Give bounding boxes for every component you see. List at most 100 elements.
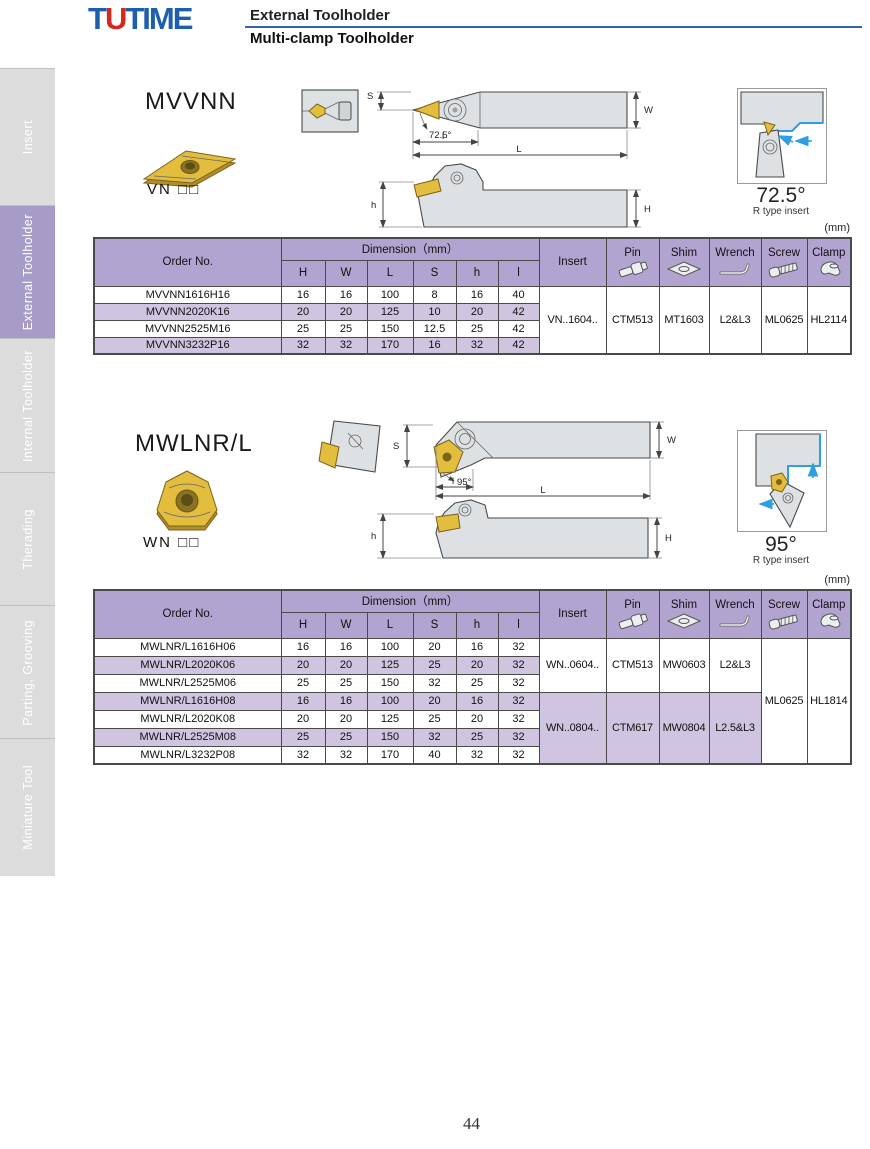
shim-icon: [666, 613, 702, 629]
dim-cell: 170: [366, 336, 414, 355]
dim-cell: 20: [324, 655, 368, 675]
col-header-W: W: [324, 611, 368, 639]
order-no-cell: MWLNR/L1616H08: [93, 691, 282, 711]
insert-shape-label-wn: WN □□: [143, 534, 201, 551]
dim-cell: 100: [366, 285, 414, 304]
sidebar-tab-parting-grooving[interactable]: Parting, Grooving: [0, 605, 55, 739]
clamp-icon: [820, 613, 841, 628]
dim-cell: 20: [280, 655, 326, 675]
dim-cell: 25: [280, 727, 326, 747]
dim-cell: 25: [412, 655, 457, 675]
dim-cell: 20: [280, 302, 326, 321]
workpiece: [740, 91, 824, 132]
dim-label-l-small: l: [452, 476, 454, 487]
sidebar-tab-label: Insert: [20, 120, 35, 155]
dim-cell: 150: [366, 673, 414, 693]
dim-cell: 12.5: [412, 319, 457, 338]
dim-cell: 20: [455, 655, 499, 675]
sidebar-tab-external-toolholder[interactable]: External Toolholder: [0, 205, 55, 339]
order-no-cell: MWLNR/L2020K08: [93, 709, 282, 729]
pin-cell: CTM513: [605, 285, 660, 355]
cutting-illustration-box: [737, 430, 827, 532]
col-header-shim: Shim: [658, 589, 710, 639]
col-header-h: h: [455, 611, 499, 639]
insert-side: [413, 178, 442, 198]
dim-cell: 32: [455, 745, 499, 765]
dim-label-l-small: l: [442, 131, 444, 142]
col-header-wrench: Wrench: [708, 589, 762, 639]
col-header-W: W: [324, 259, 368, 287]
col-header-L: L: [366, 611, 414, 639]
dim-label-h-small: h: [371, 531, 376, 542]
order-no-cell: MWLNR/L2525M06: [93, 673, 282, 693]
wrench-cell: L2.5&L3: [708, 691, 762, 765]
dim-label-w: W: [644, 105, 653, 116]
dim-cell: 25: [455, 727, 499, 747]
dim-cell: 32: [497, 745, 540, 765]
end-view: [318, 420, 381, 473]
approach-angle-value: 72.5°: [756, 184, 806, 207]
col-header-H: H: [280, 611, 326, 639]
logo-text-blue1: T: [88, 1, 107, 36]
approach-angle-caption: R type insert: [752, 206, 810, 217]
shim-label: Shim: [670, 598, 698, 611]
clamp-icon: [820, 261, 841, 276]
dim-cell: 32: [497, 673, 540, 693]
dim-cell: 16: [324, 285, 368, 304]
sidebar-tab-miniature-tool[interactable]: Miniature Tool: [0, 738, 55, 876]
order-no-cell: MWLNR/L3232P08: [93, 745, 282, 765]
side-view: h H: [371, 163, 651, 228]
dim-cell: 32: [497, 655, 540, 675]
top-view: S 72.5° W l L: [367, 91, 653, 159]
dim-label-w: W: [667, 435, 676, 446]
col-header-L: L: [366, 259, 414, 287]
wrench-label: Wrench: [715, 598, 755, 611]
dim-cell: 16: [455, 285, 499, 304]
unit-note: (mm): [824, 222, 850, 234]
screw-label: Screw: [768, 598, 800, 611]
table-row: MWLNR/L1616H08 16 16 100 20 16 32 WN..08…: [93, 691, 851, 765]
approach-angle-caption: R type insert: [752, 555, 810, 566]
pin-cell: CTM513: [605, 637, 660, 693]
dim-cell: 16: [280, 637, 326, 657]
insert-tip: [763, 121, 776, 137]
dim-cell: 32: [497, 709, 540, 729]
dim-cell: 40: [412, 745, 457, 765]
dim-cell: 42: [497, 319, 540, 338]
col-header-clamp: Clamp: [806, 237, 852, 287]
dim-label-h-small: h: [371, 200, 376, 211]
insert-shape-label-vn: VN □□: [147, 181, 201, 198]
screw-label: Screw: [768, 246, 800, 259]
order-no-cell: MVVNN2525M16: [93, 319, 282, 338]
mvvnn-technical-drawing: S 72.5° W l L: [301, 89, 653, 228]
dim-cell: 150: [366, 727, 414, 747]
clamp-label: Clamp: [812, 598, 846, 611]
pin-icon: [618, 261, 648, 277]
dim-label-l-big: L: [516, 144, 521, 155]
dim-cell: 125: [366, 302, 414, 321]
sidebar-tab-insert[interactable]: Insert: [0, 68, 55, 206]
sidebar-tab-label: Miniature Tool: [20, 765, 35, 850]
dim-cell: 32: [412, 673, 457, 693]
page-number: 44: [463, 1114, 480, 1133]
col-header-l: l: [497, 611, 540, 639]
insert-front: [318, 441, 340, 469]
screw-cell: ML0625: [760, 285, 808, 355]
sidebar-tab-internal-toolholder[interactable]: Internal Toolholder: [0, 338, 55, 473]
approach-angle-value: 95°: [765, 533, 797, 556]
cutting-illustration-box: [737, 88, 827, 184]
side-view: h H: [371, 499, 672, 559]
sidebar-tab-threading[interactable]: Therading: [0, 472, 55, 606]
dim-cell: 25: [455, 673, 499, 693]
col-header-wrench: Wrench: [708, 237, 762, 287]
dim-cell: 32: [324, 336, 368, 355]
dim-cell: 20: [455, 302, 499, 321]
dim-cell: 16: [324, 691, 368, 711]
cutting-illustration-95: [755, 433, 821, 529]
col-header-shim: Shim: [658, 237, 710, 287]
dim-cell: 170: [366, 745, 414, 765]
dim-cell: 32: [280, 336, 326, 355]
dim-cell: 100: [366, 637, 414, 657]
pin-icon: [618, 613, 648, 629]
insert-cell: WN..0804..: [538, 691, 607, 765]
